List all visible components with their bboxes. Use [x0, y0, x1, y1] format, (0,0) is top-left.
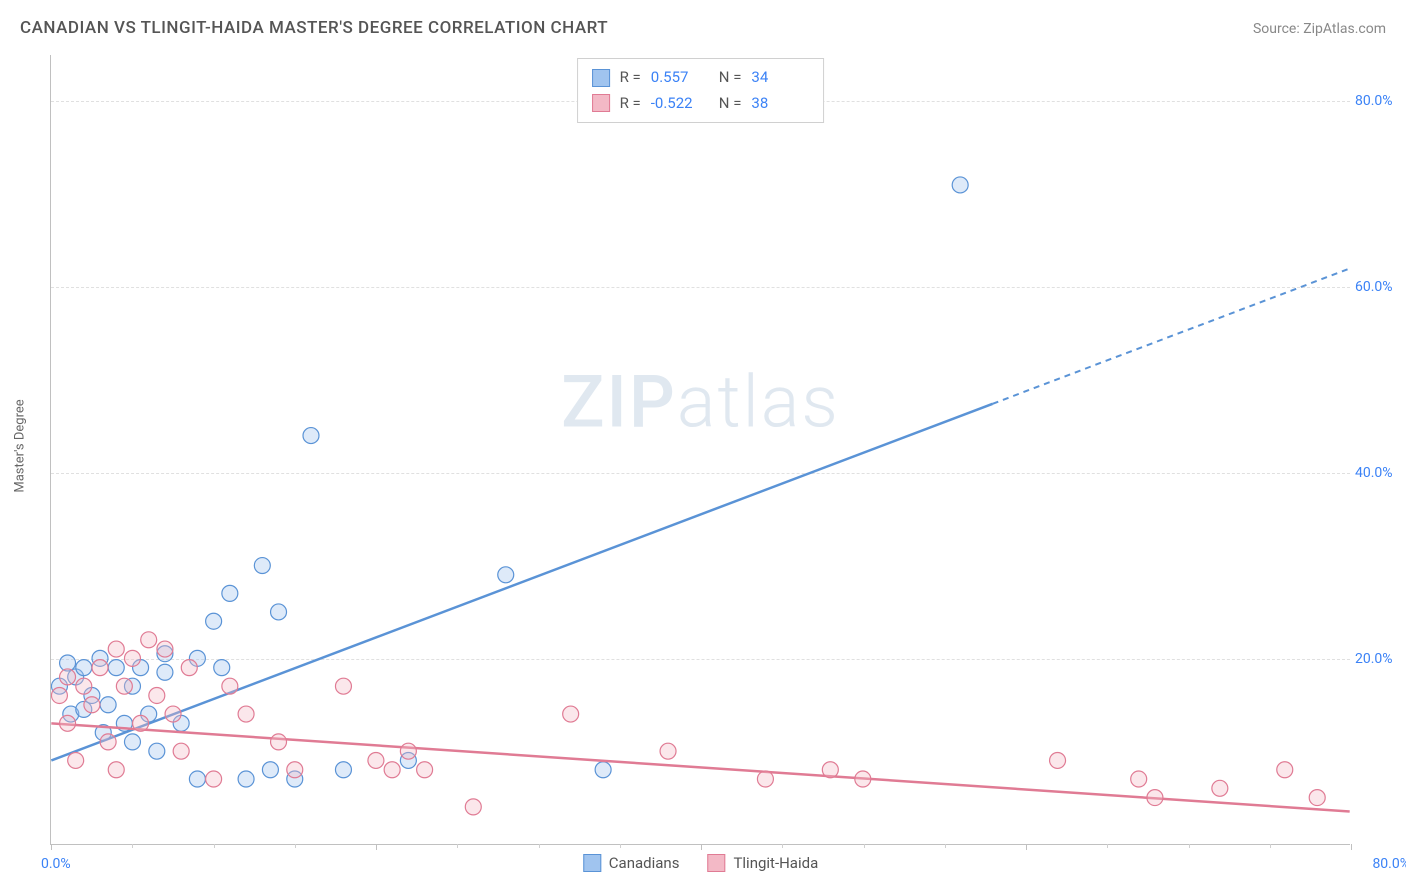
x-min-label: 0.0%: [41, 856, 71, 872]
x-tick: [782, 844, 783, 848]
legend-item: Tlingit-Haida: [707, 854, 818, 872]
x-tick: [945, 844, 946, 848]
x-tick: [1270, 844, 1271, 848]
stat-n-value: 34: [751, 65, 809, 91]
x-tick: [457, 844, 458, 848]
y-axis-label: Master's Degree: [13, 399, 28, 492]
y-tick-label: 80.0%: [1355, 93, 1406, 109]
legend-item: Canadians: [583, 854, 680, 872]
legend-stats-row: R = -0.522 N = 38: [592, 91, 810, 117]
swatch-tlingit-icon: [592, 94, 610, 112]
x-tick: [1351, 844, 1352, 850]
x-tick: [1189, 844, 1190, 848]
y-tick-label: 20.0%: [1355, 651, 1406, 667]
legend-series: Canadians Tlingit-Haida: [583, 854, 818, 872]
x-tick: [295, 844, 296, 848]
legend-stats: R = 0.557 N = 34 R = -0.522 N = 38: [577, 58, 825, 123]
stat-r-label: R =: [620, 91, 641, 117]
stat-n-label: N =: [719, 91, 742, 117]
legend-stats-row: R = 0.557 N = 34: [592, 65, 810, 91]
x-tick: [214, 844, 215, 848]
chart-area: ZIPatlas R = 0.557 N = 34 R = -0.522 N =…: [50, 55, 1350, 845]
stat-n-value: 38: [751, 91, 809, 117]
swatch-tlingit-icon: [707, 854, 725, 872]
scatter-plot: [51, 55, 1350, 844]
legend-label: Canadians: [609, 854, 680, 872]
x-tick: [620, 844, 621, 848]
stat-r-label: R =: [620, 65, 641, 91]
x-max-label: 80.0%: [1372, 856, 1406, 872]
chart-title: CANADIAN VS TLINGIT-HAIDA MASTER'S DEGRE…: [20, 18, 608, 38]
x-tick: [701, 844, 702, 850]
x-tick: [51, 844, 52, 850]
stat-n-label: N =: [719, 65, 742, 91]
x-tick: [1026, 844, 1027, 850]
x-tick: [864, 844, 865, 848]
y-tick-label: 60.0%: [1355, 279, 1406, 295]
stat-r-value: -0.522: [651, 91, 709, 117]
x-tick: [539, 844, 540, 848]
x-tick: [132, 844, 133, 848]
x-tick: [376, 844, 377, 850]
x-tick: [1107, 844, 1108, 848]
swatch-canadians-icon: [592, 69, 610, 87]
legend-label: Tlingit-Haida: [733, 854, 818, 872]
chart-source: Source: ZipAtlas.com: [1253, 21, 1386, 37]
stat-r-value: 0.557: [651, 65, 709, 91]
y-tick-label: 40.0%: [1355, 465, 1406, 481]
swatch-canadians-icon: [583, 854, 601, 872]
